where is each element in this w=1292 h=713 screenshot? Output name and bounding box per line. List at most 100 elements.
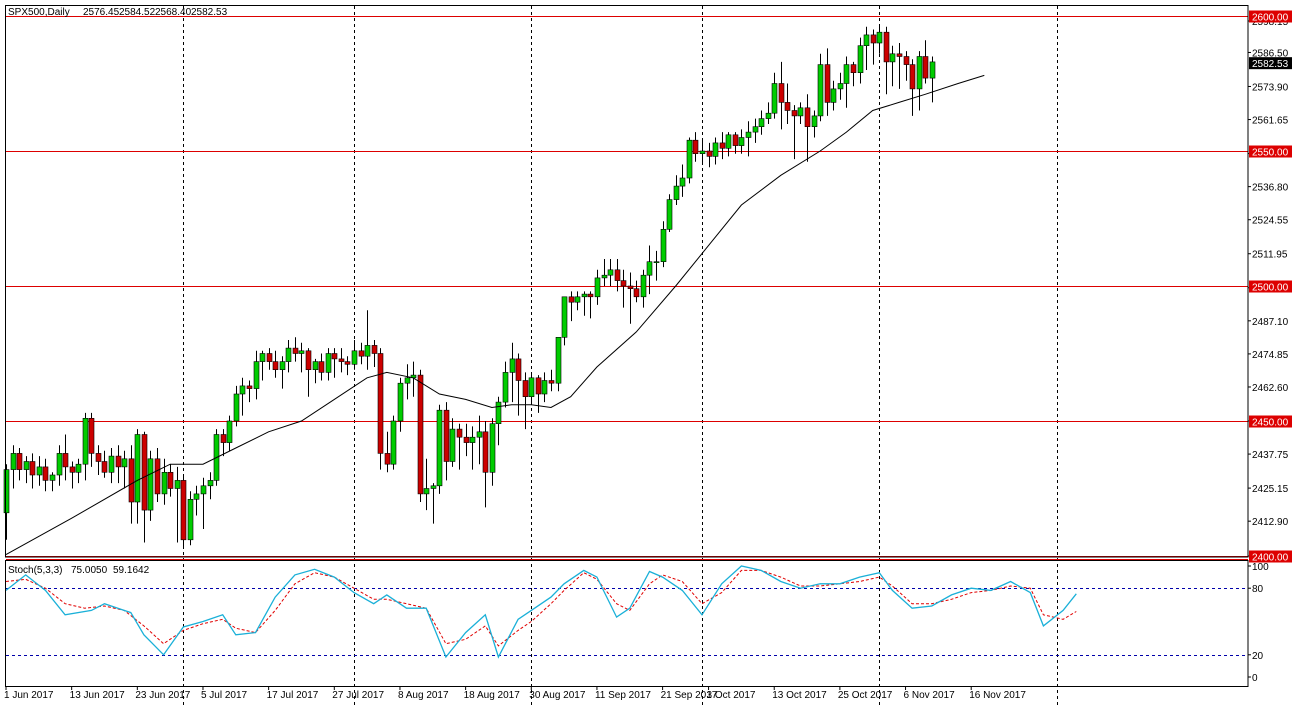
candle-up [489, 423, 496, 473]
candle-up [147, 458, 154, 511]
stoch-header: Stoch(5,3,3) 75.0050 59.1642 [8, 565, 150, 576]
candle-down [620, 280, 627, 287]
candle-up [830, 88, 837, 103]
moving-average-series [5, 74, 985, 556]
candle-down [870, 34, 877, 44]
candle-down [141, 434, 148, 511]
time-tick-label: 16 Nov 2017 [969, 690, 1026, 701]
candle-down [883, 31, 890, 63]
time-tick-label: 30 Aug 2017 [529, 690, 586, 701]
candle-down [784, 102, 791, 111]
time-tick-label: 25 Oct 2017 [838, 690, 893, 701]
price-tick-label: 2586.50 [1252, 48, 1289, 59]
candle-up [817, 64, 824, 117]
candle-up [82, 417, 89, 465]
candle-up [449, 428, 456, 462]
candle-up [226, 420, 233, 443]
candle-up [351, 350, 358, 365]
candle-up [673, 185, 680, 200]
candle-up [364, 345, 371, 357]
candle-up [752, 126, 759, 133]
open-value: 2576.45 [83, 7, 120, 18]
high-value: 2584.52 [119, 7, 156, 18]
candle-up [161, 471, 168, 495]
candle-down [535, 377, 542, 395]
candle-up [193, 493, 200, 500]
symbol-label: SPX500,Daily [8, 7, 70, 18]
chart-header: SPX500,Daily 2576.45 2584.52 2568.40 258… [8, 7, 228, 18]
time-tick-label: 23 Jun 2017 [135, 690, 190, 701]
grid-lines [183, 6, 1058, 705]
candle-up [640, 274, 647, 298]
candle-up [279, 361, 286, 371]
low-value: 2568.40 [155, 7, 192, 18]
time-axis: 1 Jun 2017 13 Jun 2017 23 Jun 2017 5 Jul 20… [4, 686, 1026, 701]
candle-up [325, 353, 332, 373]
candle-up [121, 458, 128, 468]
price-tick-label: 2474.85 [1252, 350, 1289, 361]
candle-up [187, 498, 194, 541]
candle-up [699, 150, 706, 154]
candle-down [384, 453, 391, 465]
current-price-box [1249, 57, 1292, 70]
candle-up [200, 485, 207, 495]
time-tick-label: 13 Oct 2017 [772, 690, 827, 701]
candle-down [115, 455, 122, 468]
candle-down [522, 380, 529, 398]
candle-down [88, 417, 95, 454]
candle-up [916, 56, 923, 90]
candle-down [292, 347, 299, 354]
candle-up [495, 401, 502, 425]
price-line-label: 2450.00 [1252, 418, 1289, 429]
candle-down [95, 453, 102, 462]
candle-down [101, 461, 108, 473]
candle-up [857, 45, 864, 74]
price-pane-frame [5, 5, 1249, 558]
candle-down [318, 361, 325, 373]
time-tick-label: 3 Oct 2017 [707, 690, 756, 701]
time-tick-label: 6 Nov 2017 [904, 690, 956, 701]
candle-up [653, 261, 660, 264]
price-line-label: 2500.00 [1252, 283, 1289, 294]
candle-up [3, 469, 10, 514]
candle-up [239, 385, 246, 395]
candle-up [174, 480, 181, 489]
candle-up [233, 393, 240, 422]
candle-up [49, 474, 56, 481]
candle-down [69, 466, 76, 473]
horizontal-price-lines[interactable] [6, 16, 1248, 560]
candle-up [397, 382, 404, 422]
candle-up [134, 434, 141, 503]
time-tick-label: 11 Sep 2017 [595, 690, 651, 701]
candle-up [929, 61, 936, 79]
candle-up [469, 436, 476, 443]
candle-down [627, 285, 634, 289]
candle-down [482, 431, 489, 473]
candle-down [16, 453, 23, 470]
time-tick-label: 18 Aug 2017 [464, 690, 521, 701]
candle-up [745, 131, 752, 138]
candle-down [706, 150, 713, 157]
candle-up [207, 480, 214, 487]
moving-average-line [5, 74, 985, 556]
time-tick-label: 13 Jun 2017 [70, 690, 125, 701]
candle-down [220, 434, 227, 443]
stoch-signal-line [5, 569, 1077, 647]
candle-up [10, 453, 17, 470]
candle-up [253, 361, 260, 389]
candle-up [771, 83, 778, 114]
price-line-label: 2400.00 [1252, 553, 1289, 564]
candle-down [778, 83, 785, 103]
price-tick-label: 2561.65 [1252, 116, 1289, 127]
candle-up [679, 177, 686, 187]
candle-down [42, 466, 49, 481]
candle-up [863, 34, 870, 47]
price-tick-label: 2462.60 [1252, 383, 1289, 394]
candle-down [272, 361, 279, 371]
time-tick-label: 27 Jul 2017 [332, 690, 384, 701]
candle-up [509, 358, 516, 373]
candle-down [909, 64, 916, 90]
candle-down [266, 353, 273, 362]
